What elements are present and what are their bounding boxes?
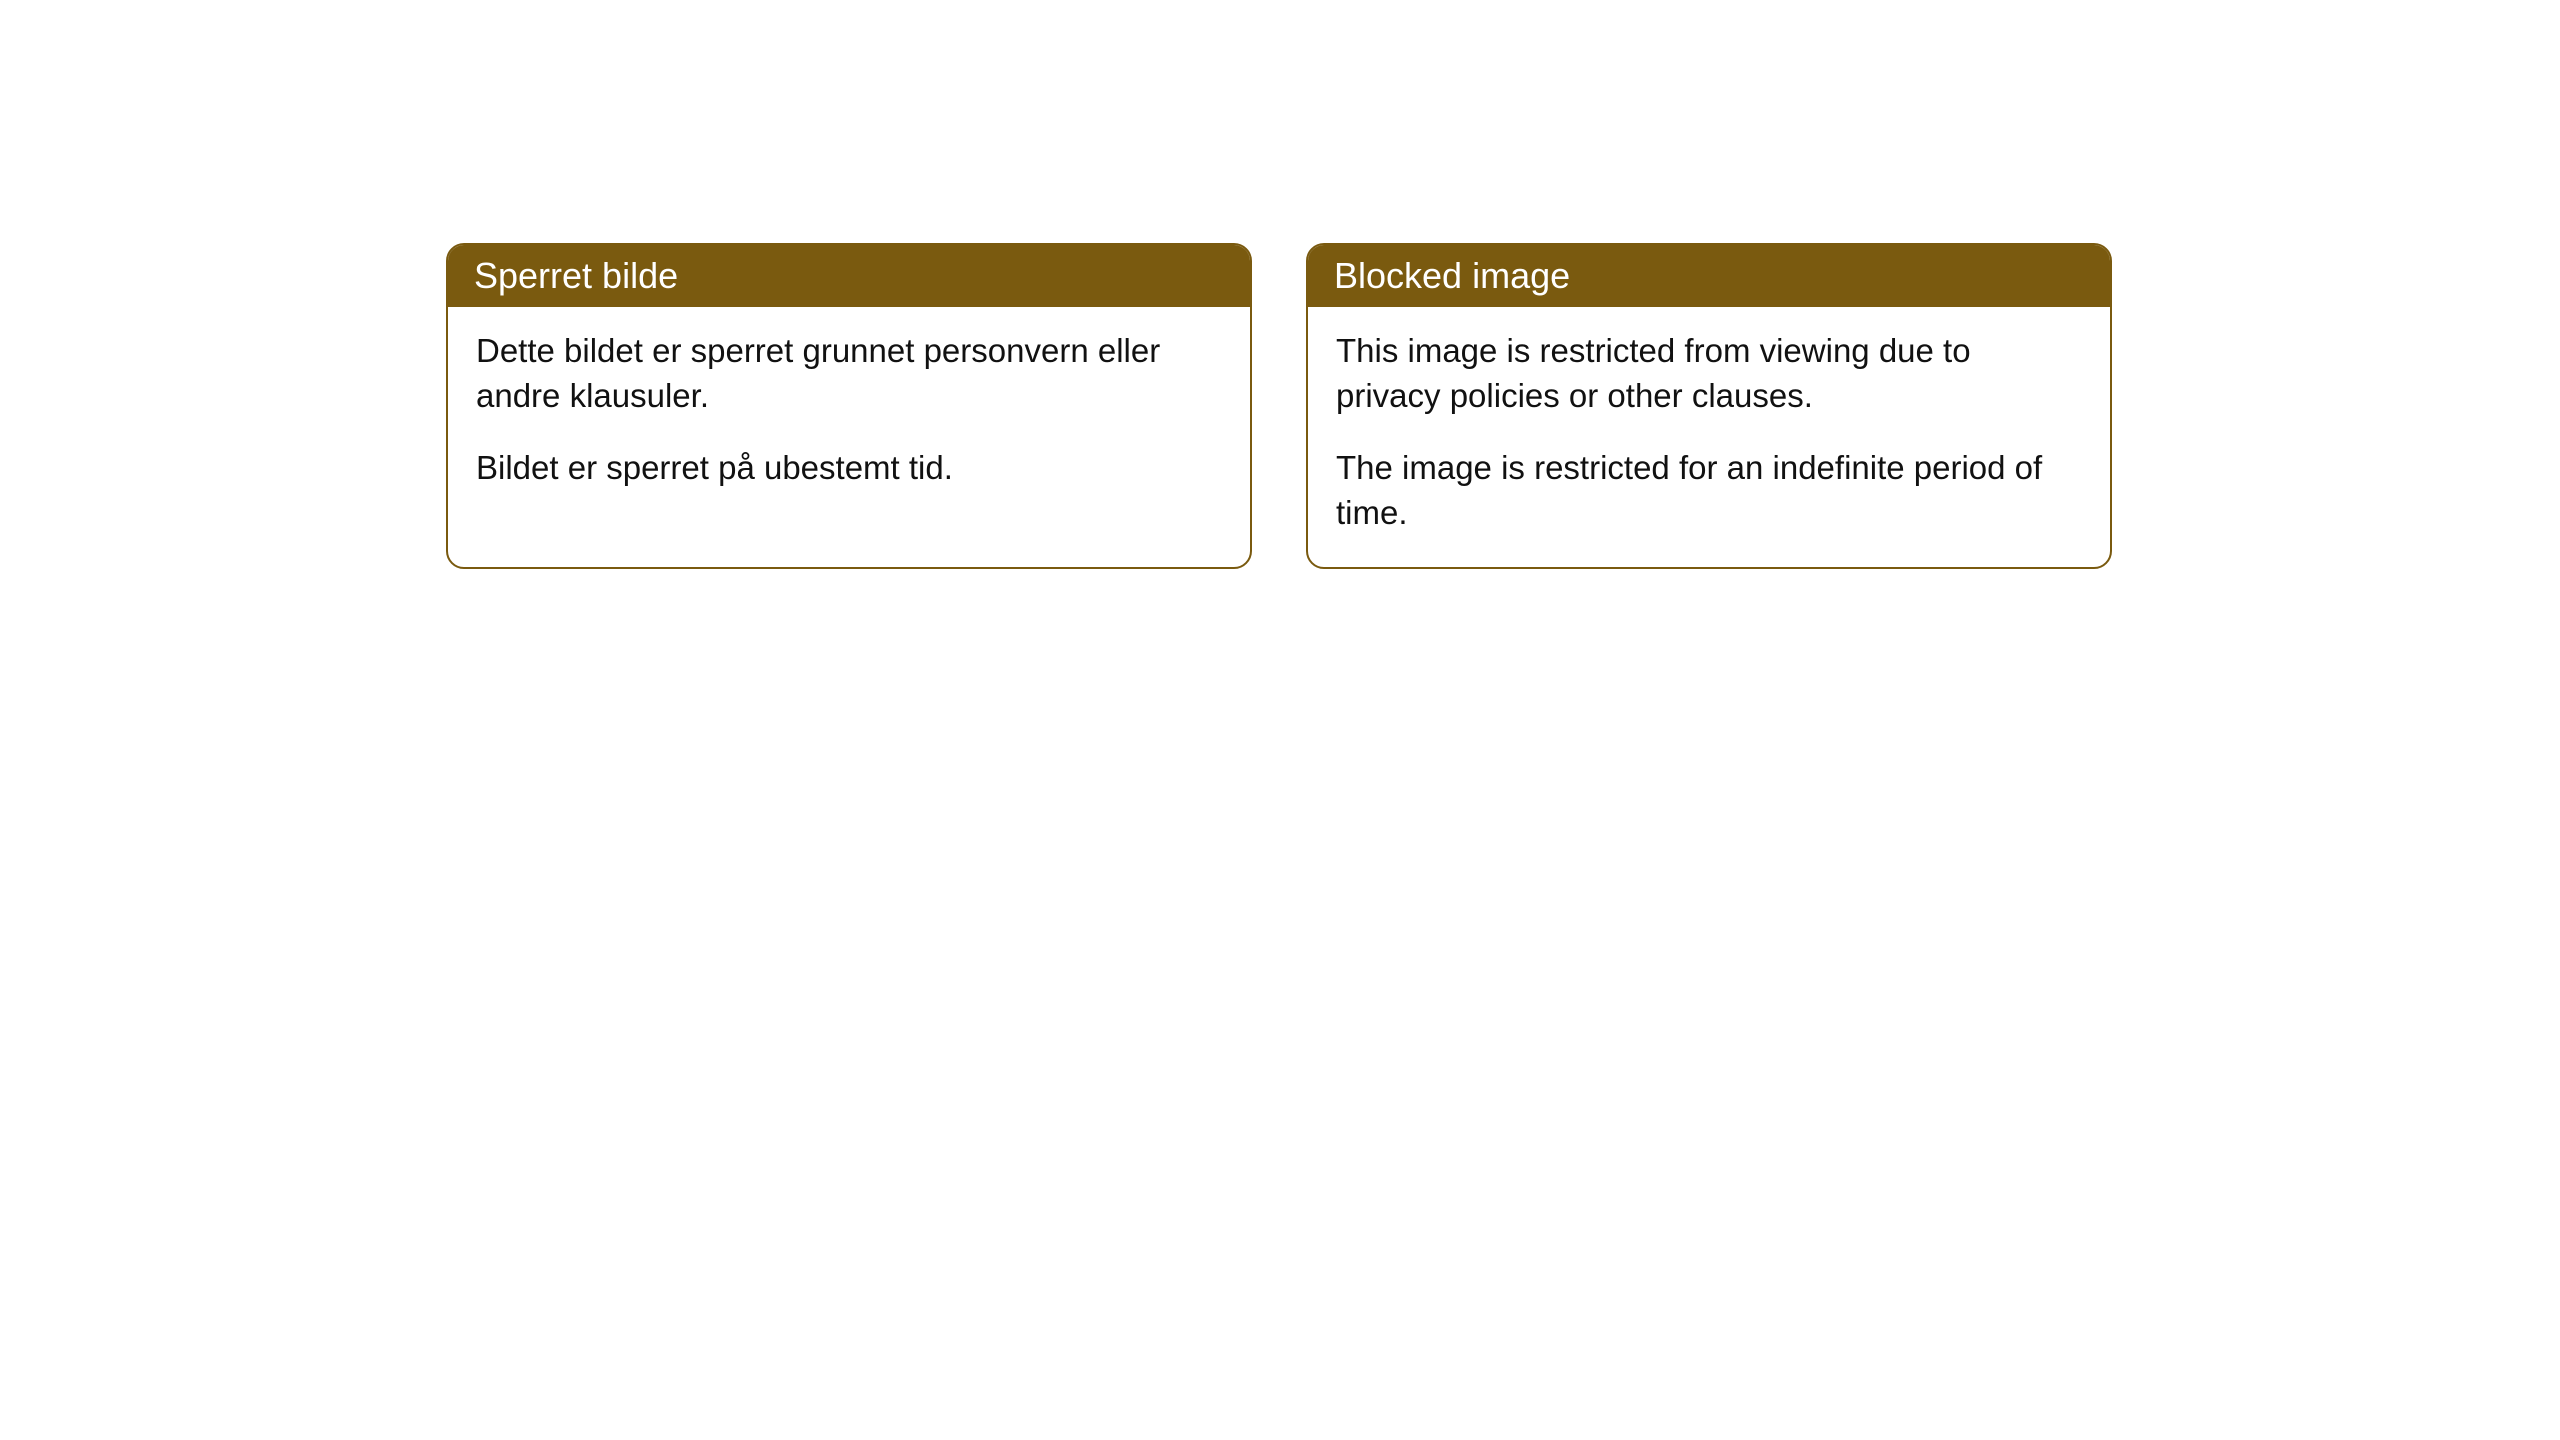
card-paragraph-2-english: The image is restricted for an indefinit… — [1336, 446, 2082, 535]
card-title-english: Blocked image — [1334, 255, 1570, 296]
card-header-english: Blocked image — [1308, 245, 2110, 307]
card-header-norwegian: Sperret bilde — [448, 245, 1250, 307]
blocked-image-card-norwegian: Sperret bilde Dette bildet er sperret gr… — [446, 243, 1252, 569]
card-body-english: This image is restricted from viewing du… — [1308, 307, 2110, 567]
card-paragraph-1-english: This image is restricted from viewing du… — [1336, 329, 2082, 418]
cards-container: Sperret bilde Dette bildet er sperret gr… — [446, 243, 2112, 569]
card-paragraph-2-norwegian: Bildet er sperret på ubestemt tid. — [476, 446, 1222, 491]
card-body-norwegian: Dette bildet er sperret grunnet personve… — [448, 307, 1250, 523]
blocked-image-card-english: Blocked image This image is restricted f… — [1306, 243, 2112, 569]
card-paragraph-1-norwegian: Dette bildet er sperret grunnet personve… — [476, 329, 1222, 418]
card-title-norwegian: Sperret bilde — [474, 255, 678, 296]
